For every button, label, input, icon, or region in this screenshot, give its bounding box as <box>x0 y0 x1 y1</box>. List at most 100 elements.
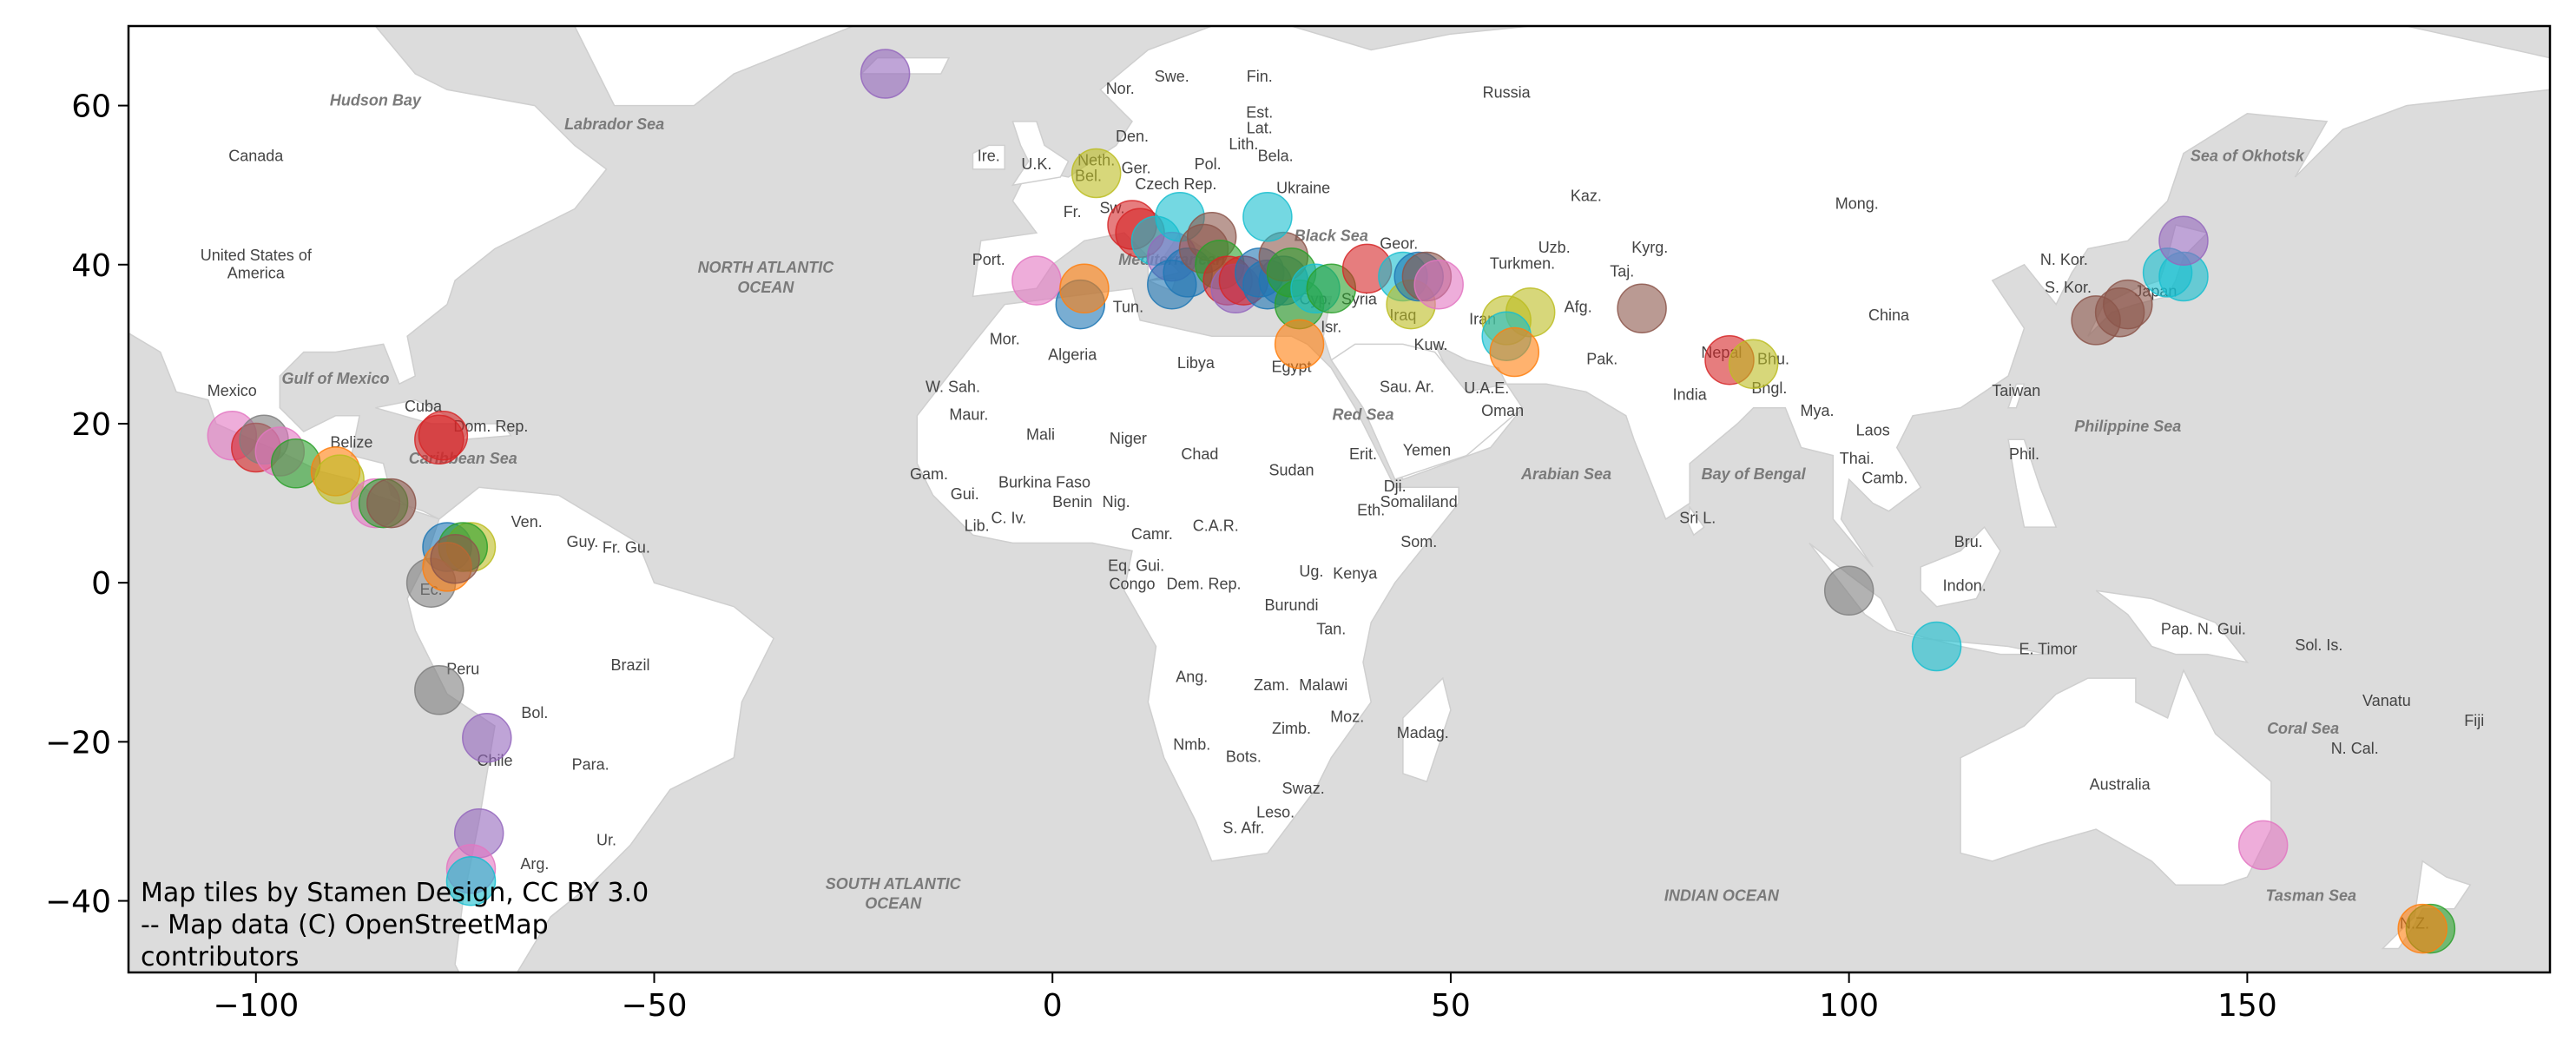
country-label: Mya. <box>1800 402 1834 419</box>
country-label: Sri L. <box>1679 510 1716 527</box>
country-label: Geor. <box>1380 235 1418 253</box>
country-label: Bela. <box>1258 148 1294 165</box>
data-point <box>314 454 365 504</box>
sri-lanka-shape <box>1687 505 1705 537</box>
country-label: Dem. Rep. <box>1166 576 1241 593</box>
data-point <box>462 713 512 763</box>
data-point <box>1147 259 1197 310</box>
uk-shape <box>1011 121 1070 187</box>
country-label: Lith. <box>1229 135 1258 153</box>
country-label: Ire. <box>978 148 1000 165</box>
country-label: Nor. <box>1106 80 1135 97</box>
country-label: Arg. <box>520 855 549 873</box>
data-point <box>418 410 469 461</box>
data-point <box>430 533 480 584</box>
country-label: Kenya <box>1333 565 1378 583</box>
country-label: Sudan <box>1268 462 1314 479</box>
country-label: Kaz. <box>1571 188 1602 205</box>
country-label: Dom. Rep. <box>453 418 528 435</box>
sea-label: Gulf of Mexico <box>281 370 389 387</box>
country-label: Ukraine <box>1276 179 1330 196</box>
philippines-shape <box>2007 438 2058 528</box>
australia-shape <box>1960 668 2272 886</box>
country-label: Malawi <box>1299 676 1347 694</box>
sea-label: Red Sea <box>1332 405 1393 423</box>
sea-label: Coral Sea <box>2267 720 2339 737</box>
country-label: Burkina Faso <box>998 473 1090 491</box>
country-label: Para. <box>572 755 609 773</box>
country-label: Eq. Gui. <box>1108 557 1164 574</box>
country-label: Tun. <box>1113 299 1143 316</box>
data-point <box>1059 263 1110 314</box>
ireland-shape <box>972 144 1005 170</box>
data-point <box>1274 319 1325 370</box>
sea-label: Labrador Sea <box>564 115 664 133</box>
country-label: Ger. <box>1122 160 1151 177</box>
country-label: Oman <box>1481 402 1524 419</box>
country-label: Moz. <box>1330 708 1364 726</box>
country-label: Guy. <box>567 533 599 550</box>
new-guinea-shape <box>2095 590 2250 663</box>
country-label: Lat. <box>1247 120 1273 137</box>
y-tick-label: −20 <box>45 725 111 761</box>
country-label: Benin <box>1052 493 1092 511</box>
country-label: Kuw. <box>1413 336 1447 353</box>
sea-label: Sea of Okhotsk <box>2191 148 2305 165</box>
country-label: Bru. <box>1954 533 1983 550</box>
country-label: Maur. <box>949 405 988 423</box>
greenland-shape <box>573 26 854 107</box>
country-label: Pol. <box>1195 155 1222 173</box>
country-label: Cuba <box>405 398 443 415</box>
y-tick-label: 0 <box>91 566 111 602</box>
attribution-line-1: Map tiles by Stamen Design, CC BY 3.0 <box>141 878 649 908</box>
country-label: Turkmen. <box>1490 254 1555 272</box>
country-label: Ur. <box>596 831 616 848</box>
country-label: N. Kor. <box>2040 251 2088 268</box>
sea-label: Philippine Sea <box>2074 418 2181 435</box>
y-tick-label: 60 <box>71 89 111 125</box>
country-label: China <box>1868 306 1910 324</box>
sea-label: Tasman Sea <box>2266 887 2356 905</box>
data-point <box>1071 148 1122 199</box>
country-label: Vanatu <box>2362 692 2411 709</box>
country-label: Russia <box>1483 83 1532 101</box>
taiwan-shape <box>2007 383 2026 409</box>
x-tick-label: 100 <box>1819 988 1879 1024</box>
sea-label: NORTH ATLANTIC <box>698 259 835 276</box>
country-label: Mong. <box>1835 195 1879 213</box>
x-tick-label: −100 <box>213 988 299 1024</box>
country-label: C.A.R. <box>1193 517 1239 535</box>
country-label: Ug. <box>1299 563 1323 580</box>
country-label: Nig. <box>1103 493 1130 511</box>
data-point <box>2237 820 2289 871</box>
data-point <box>2158 215 2209 267</box>
data-point <box>2397 903 2448 954</box>
country-label: Camr. <box>1131 525 1173 543</box>
country-label: S. Afr. <box>1222 820 1264 837</box>
data-point <box>1011 255 1062 306</box>
country-label: Tan. <box>1316 621 1346 638</box>
data-point <box>1617 283 1667 333</box>
country-label: Niger <box>1110 430 1147 447</box>
x-tick-label: 50 <box>1431 988 1471 1024</box>
country-label: Som. <box>1400 533 1437 550</box>
attribution-line-3: contributors <box>141 942 299 972</box>
country-label: Pak. <box>1586 350 1617 367</box>
sea-label: Arabian Sea <box>1520 465 1611 483</box>
country-label: America <box>227 264 286 281</box>
country-label: Algeria <box>1048 346 1097 364</box>
country-label: Swe. <box>1155 68 1189 85</box>
country-label: S. Kor. <box>2045 279 2092 296</box>
country-label: Gui. <box>951 485 979 503</box>
sea-label: Hudson Bay <box>330 92 422 109</box>
country-label: Belize <box>330 434 372 451</box>
country-label: Bol. <box>521 704 548 722</box>
country-label: Brazil <box>610 656 649 674</box>
country-label: Taiwan <box>1992 382 2040 399</box>
country-label: Erit. <box>1349 445 1377 463</box>
country-label: Phil. <box>2009 445 2039 463</box>
country-label: Ven. <box>511 513 543 530</box>
country-label: Canada <box>228 148 284 165</box>
x-tick-label: −50 <box>622 988 688 1024</box>
